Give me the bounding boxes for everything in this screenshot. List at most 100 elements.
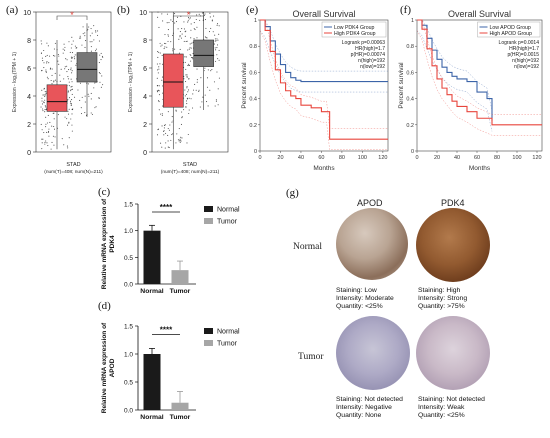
data-point <box>70 47 72 49</box>
data-point <box>211 68 213 71</box>
data-point <box>170 19 172 21</box>
data-point <box>185 56 187 58</box>
data-point <box>195 89 197 91</box>
data-point <box>156 63 158 65</box>
data-point <box>192 52 194 55</box>
y-tick-label: 0 <box>27 150 31 157</box>
data-point <box>187 89 190 91</box>
km-plot-e: Overall Survival 0 0.2 0.4 0.6 0.8 1 0 20 40 60 80 1… <box>241 9 389 172</box>
data-point <box>184 61 186 63</box>
km-stat: HR(high)=1.7 <box>509 46 539 52</box>
data-point <box>165 132 167 134</box>
data-point <box>91 41 93 43</box>
y-axis-label: Percent survival <box>398 62 405 109</box>
box-T <box>46 84 68 112</box>
data-point <box>161 113 163 115</box>
data-point <box>43 131 45 134</box>
data-point <box>162 63 164 65</box>
data-point <box>47 131 49 133</box>
y-tick-label: 4 <box>143 94 147 101</box>
data-point <box>53 112 55 114</box>
data-point <box>46 42 48 44</box>
bar-tumor <box>171 402 189 410</box>
data-point <box>191 107 194 109</box>
data-point <box>215 40 217 42</box>
data-point <box>168 129 170 131</box>
data-point <box>172 34 174 36</box>
data-point <box>44 95 46 98</box>
data-point <box>215 100 217 102</box>
x-axis-sublabel: (num(T)=408; num(N)=211) <box>44 169 103 175</box>
data-point <box>163 124 166 127</box>
data-point <box>176 16 179 18</box>
data-point <box>101 75 103 77</box>
data-point <box>185 68 187 70</box>
data-point <box>198 89 200 91</box>
km-plot-f: Overall Survival 0 0.2 0.4 0.6 0.8 1 0 20 40 60 80 1… <box>398 9 543 172</box>
data-point <box>95 48 97 50</box>
data-point <box>166 22 168 24</box>
data-point <box>217 104 219 106</box>
data-point <box>50 148 52 150</box>
km-stat: HR(high)=1.7 <box>355 46 385 52</box>
x-tick-label: 60 <box>474 155 480 161</box>
data-point <box>190 98 192 100</box>
y-tick-label: 6 <box>143 66 147 73</box>
y-tick-label: 6 <box>27 66 31 73</box>
km-title: Overall Survival <box>292 9 355 19</box>
data-point <box>66 118 68 120</box>
data-point <box>93 25 95 27</box>
data-point <box>162 20 164 22</box>
data-point <box>160 113 162 115</box>
y-axis-label: PDK4 <box>109 235 116 253</box>
data-point <box>161 125 163 127</box>
data-point <box>199 19 201 21</box>
data-point <box>161 44 163 46</box>
data-point <box>212 31 214 33</box>
data-point <box>187 21 189 23</box>
data-point <box>180 140 182 142</box>
x-tick-label: 100 <box>512 155 521 161</box>
data-point <box>188 78 190 80</box>
x-tick-label: 80 <box>339 155 345 161</box>
data-point <box>68 81 70 83</box>
data-point <box>68 137 70 139</box>
data-point <box>186 86 188 88</box>
data-point <box>183 78 185 80</box>
ihc-image-normal-pdk4 <box>416 208 490 282</box>
bar-normal <box>143 230 161 284</box>
data-point <box>70 118 72 120</box>
data-point <box>214 38 216 40</box>
data-point <box>63 43 65 45</box>
data-point <box>54 42 56 44</box>
y-tick-label: 1.5 <box>124 324 133 331</box>
data-point <box>64 66 66 68</box>
y-axis-label: Relative mRNA expression of <box>101 322 108 413</box>
x-tick-label: 20 <box>277 155 283 161</box>
data-point <box>42 110 44 112</box>
data-point <box>158 51 160 53</box>
data-point <box>57 114 59 116</box>
data-point <box>184 80 187 83</box>
data-point <box>45 69 47 71</box>
data-point <box>41 103 44 105</box>
km-stat: n(high)=192 <box>512 58 539 64</box>
data-point <box>69 100 72 102</box>
data-point <box>84 32 86 34</box>
data-point <box>181 33 183 35</box>
data-point <box>215 99 217 101</box>
data-point <box>183 40 185 42</box>
data-point <box>80 112 83 115</box>
data-point <box>157 85 159 87</box>
data-point <box>63 78 65 80</box>
data-point <box>41 129 43 131</box>
data-point <box>211 20 213 22</box>
data-point <box>202 96 204 98</box>
data-point <box>70 104 72 106</box>
data-point <box>214 47 216 49</box>
data-point <box>64 46 66 48</box>
data-point <box>71 124 73 126</box>
data-point <box>71 81 73 83</box>
ihc-row-tumor: Tumor <box>298 352 324 362</box>
data-point <box>167 40 169 42</box>
